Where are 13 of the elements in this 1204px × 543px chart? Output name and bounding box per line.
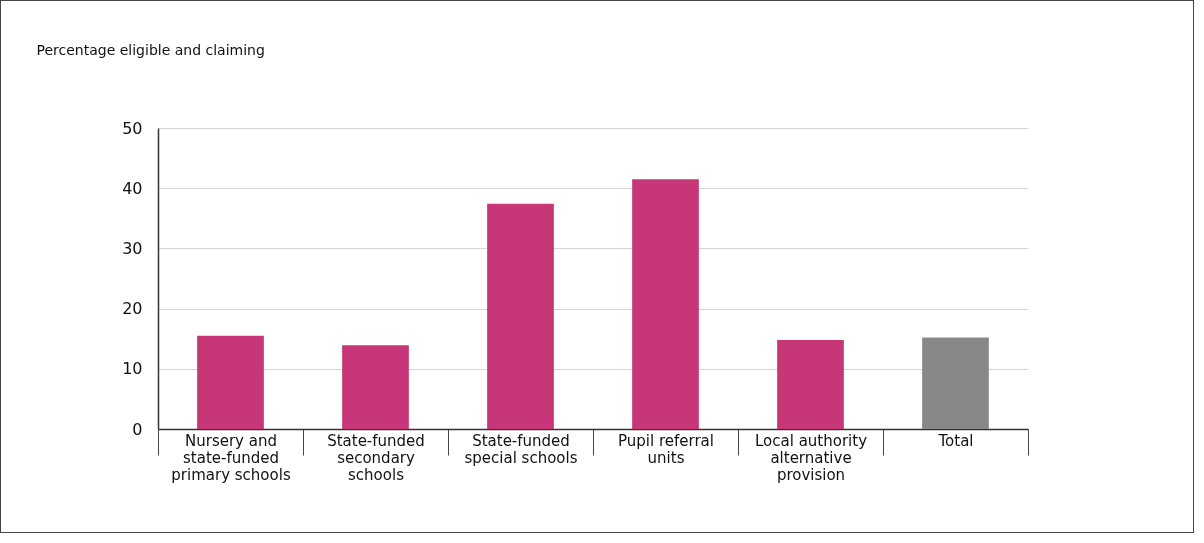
y-tick-label: 10: [122, 359, 143, 379]
y-tick-label: 0: [132, 419, 143, 439]
x-tick-label: State-funded special schools: [464, 431, 578, 467]
x-tick-label: Pupil referral units: [618, 431, 714, 467]
x-tick-label: Local authority alternative provision: [754, 431, 868, 484]
y-tick-label: 30: [122, 238, 143, 258]
y-tick-label: 20: [122, 299, 143, 319]
y-tick-label: 40: [122, 178, 143, 198]
y-tick-label: 50: [122, 118, 143, 138]
x-tick-label: State-funded secondary schools: [327, 431, 425, 484]
x-tick-label: Total: [937, 431, 974, 450]
y-axis-title: Percentage eligible and claiming: [36, 41, 265, 58]
x-tick-label: Nursery and state-funded primary schools: [171, 431, 291, 484]
